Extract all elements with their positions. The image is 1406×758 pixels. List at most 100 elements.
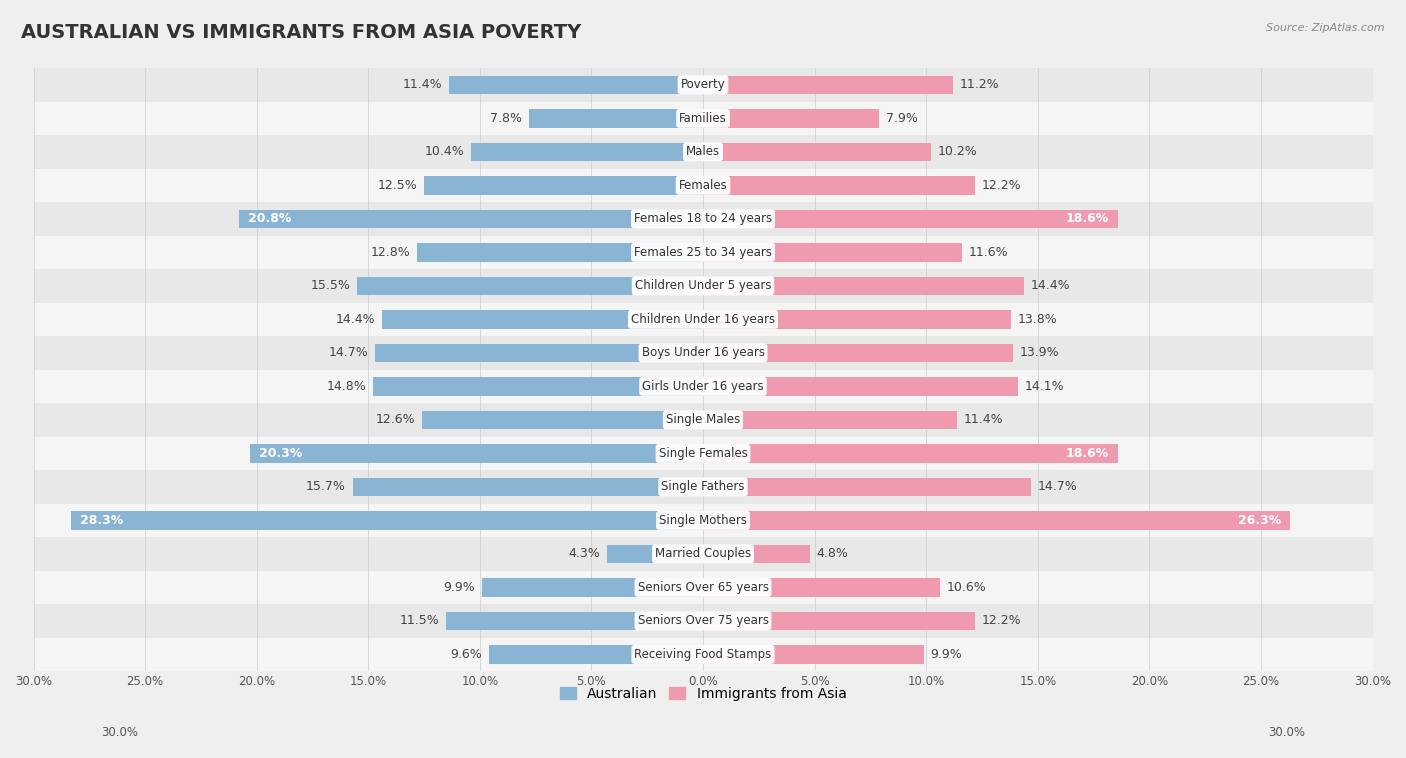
Text: 7.8%: 7.8%: [491, 112, 522, 125]
Text: Girls Under 16 years: Girls Under 16 years: [643, 380, 763, 393]
Text: 11.4%: 11.4%: [965, 413, 1004, 427]
Bar: [607, 545, 703, 563]
Text: 15.7%: 15.7%: [307, 481, 346, 493]
Text: 15.5%: 15.5%: [311, 280, 350, 293]
Bar: [703, 545, 810, 563]
Bar: [529, 109, 703, 127]
Text: 7.9%: 7.9%: [886, 112, 918, 125]
Text: 20.3%: 20.3%: [259, 447, 302, 460]
Text: 14.1%: 14.1%: [1025, 380, 1064, 393]
Bar: [703, 176, 976, 195]
Text: 11.4%: 11.4%: [402, 78, 441, 91]
Bar: [489, 645, 703, 664]
FancyBboxPatch shape: [0, 403, 1406, 437]
Bar: [703, 310, 1011, 328]
Bar: [353, 478, 703, 496]
FancyBboxPatch shape: [0, 135, 1406, 168]
Text: 30.0%: 30.0%: [101, 726, 138, 739]
Text: 14.8%: 14.8%: [326, 380, 366, 393]
Bar: [703, 277, 1025, 295]
Bar: [703, 511, 1289, 530]
Text: 18.6%: 18.6%: [1066, 447, 1109, 460]
Text: Single Females: Single Females: [658, 447, 748, 460]
Bar: [72, 511, 703, 530]
Text: Single Males: Single Males: [666, 413, 740, 427]
Text: Children Under 5 years: Children Under 5 years: [634, 280, 772, 293]
Text: 9.6%: 9.6%: [450, 648, 482, 661]
FancyBboxPatch shape: [0, 102, 1406, 135]
Text: 11.5%: 11.5%: [399, 615, 440, 628]
Bar: [703, 612, 976, 630]
FancyBboxPatch shape: [0, 503, 1406, 537]
Bar: [703, 578, 939, 597]
Bar: [250, 444, 703, 462]
Text: Poverty: Poverty: [681, 78, 725, 91]
Text: 14.4%: 14.4%: [335, 313, 375, 326]
Text: 14.4%: 14.4%: [1031, 280, 1071, 293]
Text: 30.0%: 30.0%: [1268, 726, 1305, 739]
Text: 13.8%: 13.8%: [1018, 313, 1057, 326]
FancyBboxPatch shape: [0, 302, 1406, 336]
FancyBboxPatch shape: [0, 637, 1406, 671]
FancyBboxPatch shape: [0, 370, 1406, 403]
Text: Boys Under 16 years: Boys Under 16 years: [641, 346, 765, 359]
Bar: [703, 411, 957, 429]
Text: 20.8%: 20.8%: [247, 212, 291, 225]
Text: Families: Families: [679, 112, 727, 125]
FancyBboxPatch shape: [0, 269, 1406, 302]
Text: Single Fathers: Single Fathers: [661, 481, 745, 493]
Text: 18.6%: 18.6%: [1066, 212, 1109, 225]
Bar: [703, 76, 953, 94]
FancyBboxPatch shape: [0, 336, 1406, 370]
Bar: [482, 578, 703, 597]
Bar: [446, 612, 703, 630]
FancyBboxPatch shape: [0, 537, 1406, 571]
Bar: [373, 377, 703, 396]
Bar: [357, 277, 703, 295]
Text: Receiving Food Stamps: Receiving Food Stamps: [634, 648, 772, 661]
FancyBboxPatch shape: [0, 202, 1406, 236]
Text: Seniors Over 75 years: Seniors Over 75 years: [637, 615, 769, 628]
Bar: [425, 176, 703, 195]
Text: 12.5%: 12.5%: [378, 179, 418, 192]
Text: Males: Males: [686, 146, 720, 158]
FancyBboxPatch shape: [0, 437, 1406, 470]
FancyBboxPatch shape: [0, 236, 1406, 269]
Bar: [239, 210, 703, 228]
Legend: Australian, Immigrants from Asia: Australian, Immigrants from Asia: [554, 681, 852, 706]
Text: 10.4%: 10.4%: [425, 146, 464, 158]
Text: 12.6%: 12.6%: [375, 413, 415, 427]
Text: 9.9%: 9.9%: [931, 648, 962, 661]
Text: Married Couples: Married Couples: [655, 547, 751, 560]
FancyBboxPatch shape: [0, 571, 1406, 604]
Bar: [471, 143, 703, 161]
Text: 4.8%: 4.8%: [817, 547, 849, 560]
Text: 11.6%: 11.6%: [969, 246, 1008, 258]
Text: Females 18 to 24 years: Females 18 to 24 years: [634, 212, 772, 225]
Text: Source: ZipAtlas.com: Source: ZipAtlas.com: [1267, 23, 1385, 33]
Text: 10.6%: 10.6%: [946, 581, 986, 594]
Text: 13.9%: 13.9%: [1019, 346, 1060, 359]
Text: Single Mothers: Single Mothers: [659, 514, 747, 527]
Text: 11.2%: 11.2%: [960, 78, 1000, 91]
FancyBboxPatch shape: [0, 168, 1406, 202]
Text: 26.3%: 26.3%: [1237, 514, 1281, 527]
Text: Females: Females: [679, 179, 727, 192]
Bar: [703, 109, 879, 127]
Text: 9.9%: 9.9%: [444, 581, 475, 594]
Bar: [422, 411, 703, 429]
Bar: [703, 645, 924, 664]
FancyBboxPatch shape: [0, 68, 1406, 102]
Bar: [703, 343, 1014, 362]
Text: 14.7%: 14.7%: [1038, 481, 1077, 493]
Text: 12.2%: 12.2%: [981, 615, 1022, 628]
Bar: [703, 444, 1118, 462]
Bar: [703, 143, 931, 161]
Bar: [703, 243, 962, 262]
Text: 12.2%: 12.2%: [981, 179, 1022, 192]
Text: AUSTRALIAN VS IMMIGRANTS FROM ASIA POVERTY: AUSTRALIAN VS IMMIGRANTS FROM ASIA POVER…: [21, 23, 581, 42]
Bar: [418, 243, 703, 262]
Text: 10.2%: 10.2%: [938, 146, 977, 158]
Bar: [703, 478, 1031, 496]
Text: Children Under 16 years: Children Under 16 years: [631, 313, 775, 326]
